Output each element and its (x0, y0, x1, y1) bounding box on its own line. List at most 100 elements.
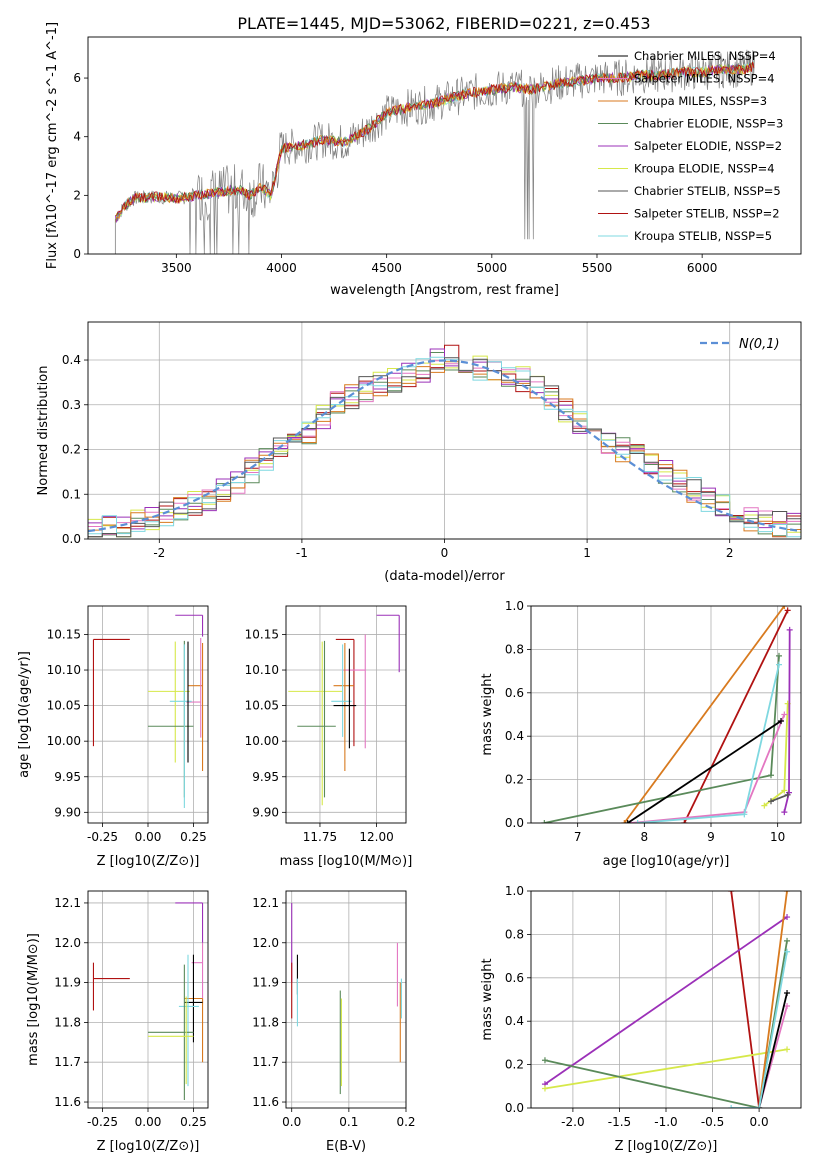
legend-label: Salpeter MILES, NSSP=4 (634, 72, 775, 86)
panel-6: -0.25 0.00 0.25 11.6 11.7 11.8 11.9 12.0 12.1 Z [… (26, 890, 209, 1154)
y-axis-label: mass weight (480, 958, 495, 1040)
y-tick-label: 0.0 (62, 532, 81, 546)
x-axis-label: mass [log10(M/M⊙)] (280, 854, 413, 869)
y-tick-label: 11.7 (252, 1055, 279, 1069)
y-tick-label: 0.3 (62, 398, 81, 412)
mass-weight-marker (541, 820, 548, 823)
x-tick-label: -1.5 (608, 1115, 631, 1129)
x-tick-label: 5500 (582, 261, 613, 275)
mass-weight-line (627, 720, 782, 823)
mass-weight-marker (784, 1046, 791, 1053)
mass-weight-marker (768, 772, 774, 779)
mass-weight-marker (784, 937, 791, 944)
x-tick-label: 2 (726, 546, 734, 560)
axes-frame (530, 605, 802, 824)
mass-weight-marker (756, 1105, 763, 1108)
mass-weight-marker (781, 711, 788, 718)
legend-label: Chabrier MILES, NSSP=4 (634, 49, 776, 63)
legend-label: Salpeter STELIB, NSSP=2 (634, 207, 780, 221)
mass-weight-marker (741, 811, 748, 818)
mass-weight-marker (784, 1003, 791, 1010)
mass-weight-line (758, 891, 788, 1108)
x-tick-label: -0.25 (87, 830, 118, 844)
y-tick-label: 4 (73, 130, 81, 144)
panel-1: 3500 4000 4500 5000 5500 6000 0 2 4 6 wavelength [… (45, 22, 802, 298)
y-tick-label: 0.1 (62, 487, 81, 501)
axes-frame (530, 890, 802, 1109)
x-tick-label: 0.0 (282, 1115, 301, 1129)
x-tick-label: 1 (583, 546, 591, 560)
figure-title: PLATE=1445, MJD=53062, FIBERID=0221, z=0… (237, 14, 650, 33)
legend-label: Chabrier ELODIE, NSSP=3 (634, 117, 783, 131)
mass-weight-marker (781, 809, 788, 816)
mass-weight-marker (634, 820, 641, 823)
panel-2: -2 -1 0 1 2 0.0 0.1 0.2 0.3 0.4 (data-model)/error… (36, 321, 802, 584)
x-tick-label: 0.25 (180, 830, 207, 844)
x-tick-label: 0.25 (180, 1115, 207, 1129)
mass-weight-marker (776, 661, 782, 668)
data-spectrum-line (115, 49, 755, 254)
model-spectrum-line (115, 61, 755, 216)
x-tick-label: -0.5 (701, 1115, 724, 1129)
y-tick-label: 0.4 (505, 1014, 524, 1028)
axes-frame (285, 605, 407, 824)
plot-area (291, 902, 402, 1095)
mass-weight-marker (681, 820, 688, 823)
mass-weight-marker (541, 1057, 548, 1064)
y-axis-label: Normed distribution (36, 366, 51, 496)
y-tick-label: 11.6 (252, 1095, 279, 1109)
x-tick-label: 7 (574, 830, 582, 844)
mass-weight-line (758, 992, 788, 1108)
mass-weight-marker (786, 626, 793, 633)
residual-histogram (88, 357, 801, 538)
mass-weight-marker (776, 652, 782, 659)
y-tick-label: 0.0 (505, 1101, 524, 1115)
mass-weight-marker (784, 948, 791, 955)
mass-weight-marker (761, 802, 768, 809)
x-tick-label: 9 (707, 830, 715, 844)
y-tick-label: 10.15 (47, 627, 81, 641)
y-tick-label: 10.10 (47, 663, 81, 677)
y-tick-label: 0.6 (505, 686, 524, 700)
y-axis-label: Flux [fλ10^-17 erg cm^-2 s^-1 A^-1] (45, 22, 60, 269)
plot-area (92, 614, 204, 809)
axes-frame (87, 605, 209, 824)
axes-frame (87, 36, 802, 255)
y-tick-label: 10.15 (245, 627, 279, 641)
mass-weight-marker (778, 718, 784, 725)
x-axis-label: wavelength [Angstrom, rest frame] (330, 283, 559, 298)
mass-weight-line (683, 609, 789, 823)
plot-area (541, 606, 793, 823)
x-axis-label: Z [log10(Z/Z⊙)] (615, 1139, 718, 1154)
y-tick-label: 0.4 (62, 353, 81, 367)
mass-weight-marker (728, 1105, 735, 1108)
y-tick-label: 0.8 (505, 927, 524, 941)
x-tick-label: -2.0 (561, 1115, 584, 1129)
x-tick-label: -1 (296, 546, 308, 560)
legend-label: Salpeter ELODIE, NSSP=2 (634, 139, 782, 153)
legend-label: Chabrier STELIB, NSSP=5 (634, 184, 781, 198)
x-tick-label: 4000 (266, 261, 297, 275)
y-tick-label: 9.95 (54, 770, 81, 784)
plot-area (92, 902, 204, 1101)
y-tick-label: 10.00 (245, 734, 279, 748)
legend-label: Kroupa ELODIE, NSSP=4 (634, 162, 775, 176)
mass-weight-line (770, 793, 789, 803)
mass-weight-marker (541, 1085, 548, 1092)
mass-weight-line (731, 951, 788, 1108)
y-tick-label: 12.0 (252, 936, 279, 950)
x-tick-label: 11.75 (303, 830, 337, 844)
x-tick-label: 0.1 (339, 1115, 358, 1129)
axes-frame (87, 890, 209, 1109)
y-tick-label: 0 (73, 247, 81, 261)
mass-weight-marker (784, 891, 791, 894)
y-tick-label: 11.9 (54, 976, 81, 990)
panel-3: -0.25 0.00 0.25 9.90 9.95 10.00 10.05 10.10 10.1… (17, 605, 209, 869)
x-axis-label: Z [log10(Z/Z⊙)] (97, 1139, 200, 1154)
x-tick-label: 0 (441, 546, 449, 560)
mass-weight-line (544, 655, 780, 823)
y-tick-label: 6 (73, 71, 81, 85)
y-tick-label: 9.90 (54, 805, 81, 819)
x-axis-label: Z [log10(Z/Z⊙)] (97, 854, 200, 869)
